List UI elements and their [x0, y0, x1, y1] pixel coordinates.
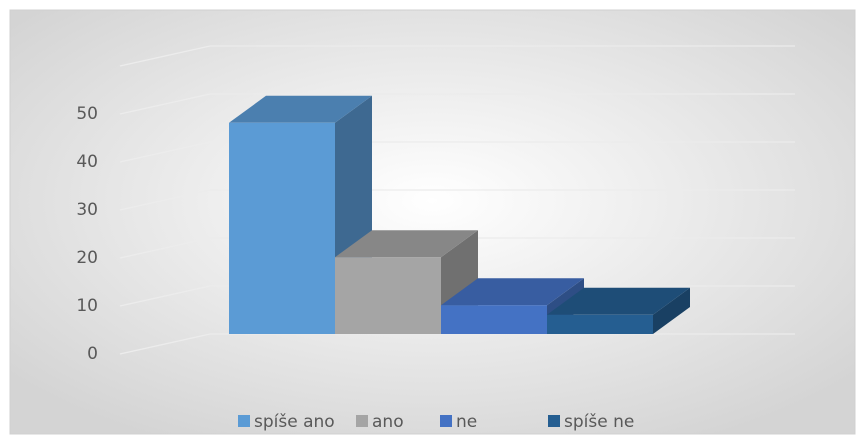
legend-swatch	[440, 415, 452, 427]
y-tick-label: 0	[87, 344, 98, 364]
bar	[547, 314, 653, 334]
grid-line	[119, 189, 211, 211]
y-tick-label: 50	[76, 104, 98, 124]
bar	[335, 257, 441, 334]
legend-label: spíše ne	[564, 412, 634, 432]
legend-label: ano	[372, 412, 404, 432]
chart-frame	[9, 9, 856, 435]
y-tick-label: 30	[76, 200, 98, 220]
bar-top	[229, 95, 372, 123]
grid-line	[119, 333, 211, 355]
bar	[441, 305, 547, 334]
legend-swatch	[356, 415, 368, 427]
y-tick-label: 20	[76, 248, 98, 268]
legend-label: spíše ano	[254, 412, 335, 432]
grid-line	[119, 45, 211, 67]
legend-swatch	[548, 415, 560, 427]
grid-line	[119, 141, 211, 163]
grid-line	[119, 285, 211, 307]
y-tick-label: 40	[76, 152, 98, 172]
legend-swatch	[238, 415, 250, 427]
bar-top	[547, 287, 690, 315]
legend-label: ne	[456, 412, 477, 432]
bar-top	[441, 278, 584, 306]
bar-side	[653, 287, 690, 334]
bar-top	[335, 230, 478, 258]
y-tick-label: 10	[76, 296, 98, 316]
grid-line	[119, 93, 211, 115]
bar	[229, 122, 335, 334]
grid-line	[119, 237, 211, 259]
